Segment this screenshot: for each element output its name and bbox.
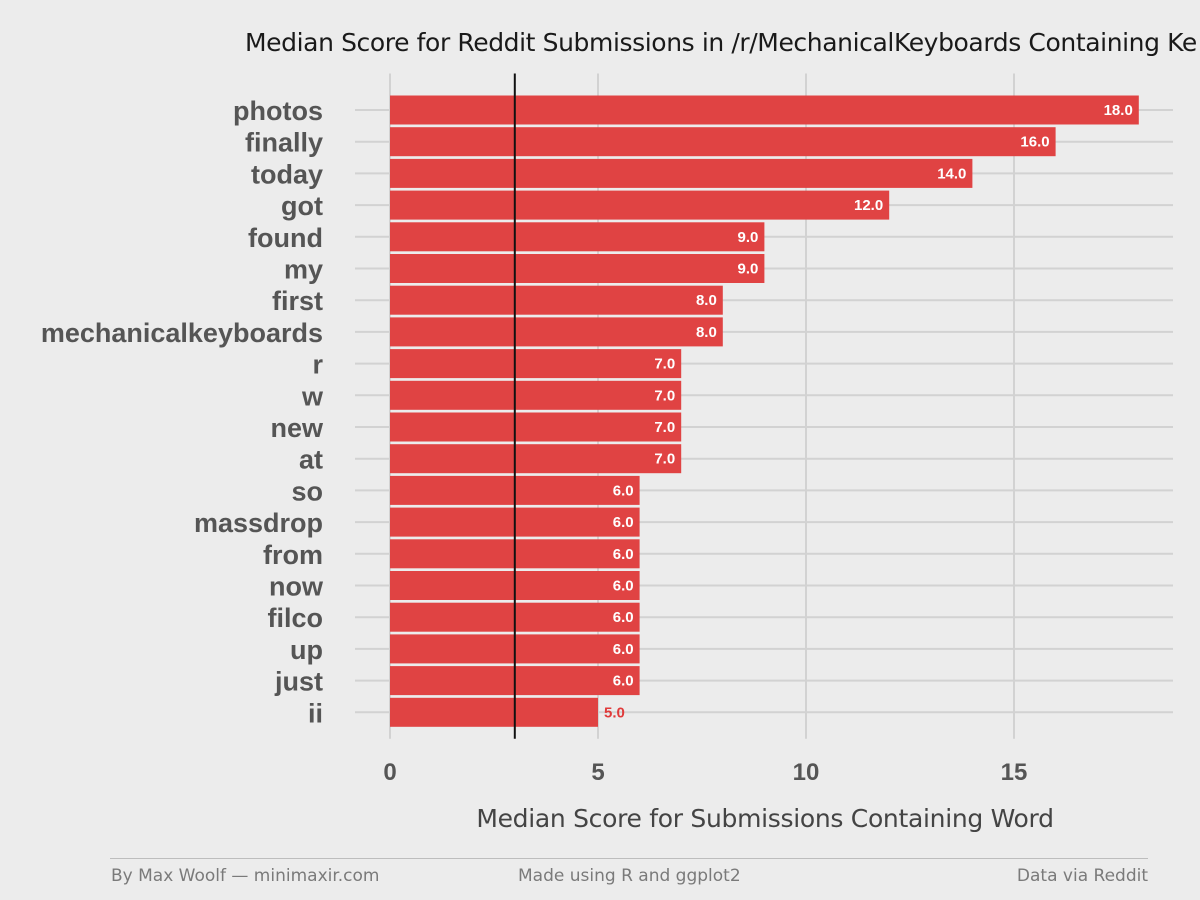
bar-value-label: 18.0 — [1104, 102, 1133, 119]
category-label: photos — [233, 96, 323, 126]
category-label: r — [312, 350, 323, 380]
category-label: massdrop — [194, 508, 323, 538]
bar-found — [390, 222, 765, 252]
category-label: ii — [308, 698, 323, 728]
bar-value-label: 7.0 — [654, 451, 675, 468]
category-label: now — [269, 572, 324, 602]
bar-value-label: 8.0 — [696, 324, 717, 341]
category-label: first — [272, 286, 323, 316]
category-label: w — [301, 381, 324, 411]
bar-first — [390, 285, 723, 315]
bar-value-label: 7.0 — [654, 387, 675, 404]
bar-today — [390, 158, 973, 188]
category-label: just — [274, 667, 323, 697]
category-label: filco — [267, 603, 323, 633]
bar-finally — [390, 127, 1056, 157]
category-label: at — [299, 445, 323, 475]
bar-value-label: 6.0 — [613, 673, 634, 690]
chart-title: Median Score for Reddit Submissions in /… — [245, 28, 1197, 57]
bar-value-label: 16.0 — [1020, 134, 1049, 151]
category-labels: photosfinallytodaygotfoundmyfirstmechani… — [41, 96, 324, 728]
category-label: so — [291, 476, 323, 506]
bar-new — [390, 412, 682, 442]
footer-author: By Max Woolf — minimaxir.com — [111, 866, 380, 886]
x-tick-label: 15 — [1001, 759, 1028, 786]
footer-source: Data via Reddit — [1016, 866, 1148, 886]
category-label: new — [270, 413, 324, 443]
category-label: mechanicalkeyboards — [41, 318, 323, 348]
bar-value-label: 6.0 — [613, 514, 634, 531]
category-label: finally — [245, 128, 323, 158]
x-tick-labels: 0 5 10 15 — [383, 759, 1027, 786]
bar-value-label: 7.0 — [654, 356, 675, 373]
bar-value-label: 6.0 — [613, 578, 634, 595]
bar-value-label: 6.0 — [613, 609, 634, 626]
bar-w — [390, 380, 682, 410]
category-label: up — [290, 635, 323, 665]
category-label: my — [284, 255, 323, 285]
bar-value-label: 9.0 — [738, 261, 759, 278]
bar-mechanicalkeyboards — [390, 317, 723, 347]
category-label: today — [251, 159, 323, 189]
bar-value-label: 6.0 — [613, 482, 634, 499]
bar-photos — [390, 95, 1139, 125]
bar-at — [390, 444, 682, 474]
bar-value-label: 8.0 — [696, 292, 717, 309]
category-label: found — [248, 223, 323, 253]
bar-value-label: 14.0 — [937, 165, 966, 182]
bar-value-label: 12.0 — [854, 197, 883, 214]
bar-r — [390, 349, 682, 379]
footer-tools: Made using R and ggplot2 — [518, 866, 741, 886]
bars: 18.0 16.0 14.0 12.0 9.0 9.0 8.0 8.0 7.0 7.0 7.0 7.0… — [390, 95, 1139, 727]
bar-value-label: 7.0 — [654, 419, 675, 436]
bar-value-label: 6.0 — [613, 641, 634, 658]
bar-value-label: 9.0 — [738, 229, 759, 246]
category-label: from — [263, 540, 323, 570]
bar-ii — [390, 697, 598, 727]
x-tick-label: 5 — [591, 759, 604, 786]
category-label: got — [281, 191, 323, 221]
x-tick-label: 10 — [793, 759, 820, 786]
footer-divider — [110, 858, 1148, 859]
bar-my — [390, 254, 765, 283]
bar-value-label: 6.0 — [613, 546, 634, 563]
x-axis-title: Median Score for Submissions Containing … — [476, 804, 1054, 833]
x-tick-label: 0 — [383, 759, 396, 786]
bar-value-label: 5.0 — [604, 704, 625, 721]
bar-got — [390, 190, 890, 220]
